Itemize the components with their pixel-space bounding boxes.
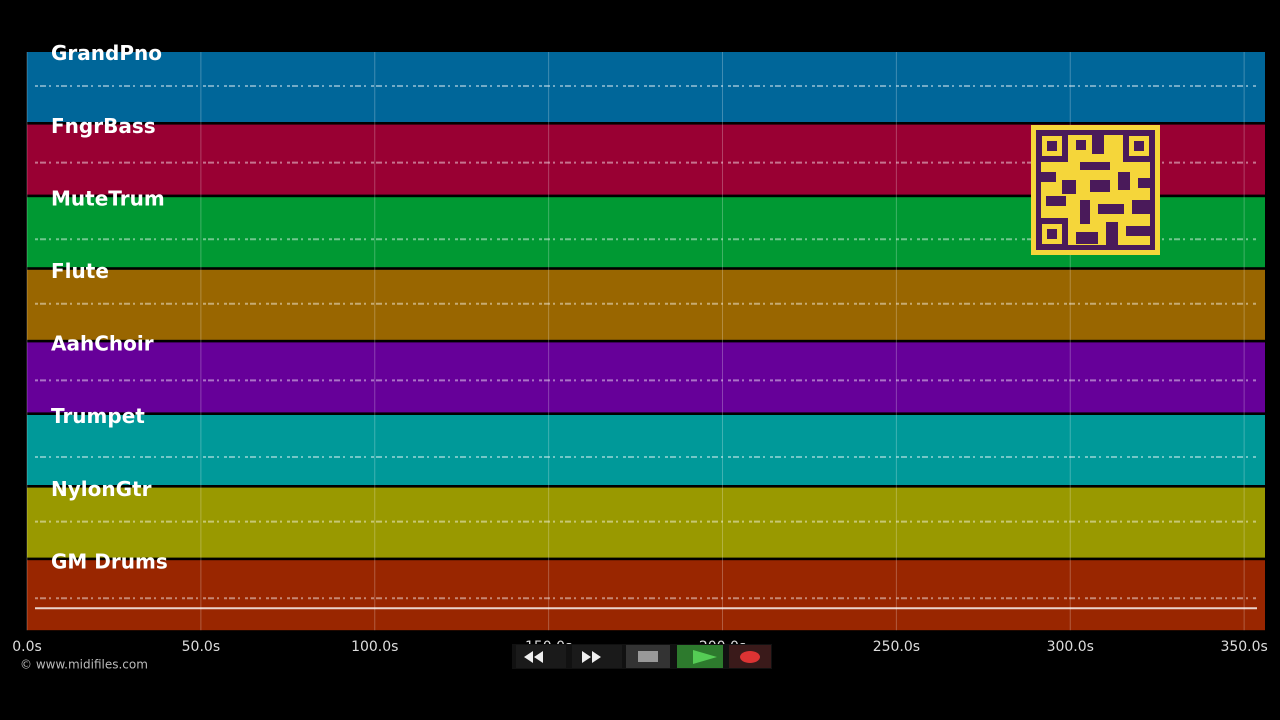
x-tick-label: 350.0s <box>1220 639 1267 655</box>
track-name: MuteTrum <box>51 186 165 210</box>
qr-code <box>1031 125 1160 255</box>
x-tick-label: 100.0s <box>351 639 398 655</box>
track-name: FngrBass <box>51 114 156 138</box>
track-name: NylonGtr <box>51 477 152 501</box>
x-tick-label: 0.0s <box>12 639 42 655</box>
track-lane <box>27 269 1265 340</box>
x-tick-label: 250.0s <box>873 639 920 655</box>
track-name: GrandPno <box>51 41 162 65</box>
x-tick-label: 50.0s <box>182 639 220 655</box>
track-lane <box>27 487 1265 558</box>
record-button[interactable] <box>729 645 771 668</box>
track-lane <box>27 560 1265 631</box>
stop-button[interactable] <box>626 645 670 668</box>
fast-forward-button[interactable] <box>572 645 622 668</box>
track-name: GM Drums <box>51 549 168 573</box>
track-lane <box>27 52 1265 122</box>
track-lane <box>27 342 1265 413</box>
rewind-button[interactable] <box>516 645 566 668</box>
play-button[interactable] <box>677 645 723 668</box>
track-name: Flute <box>51 259 109 283</box>
x-tick-label: 300.0s <box>1047 639 1094 655</box>
track-name: AahChoir <box>51 332 154 356</box>
track-lane <box>27 415 1265 485</box>
track-name: Trumpet <box>51 404 145 428</box>
transport <box>512 644 772 669</box>
copyright: © www.midifiles.com <box>20 658 148 672</box>
